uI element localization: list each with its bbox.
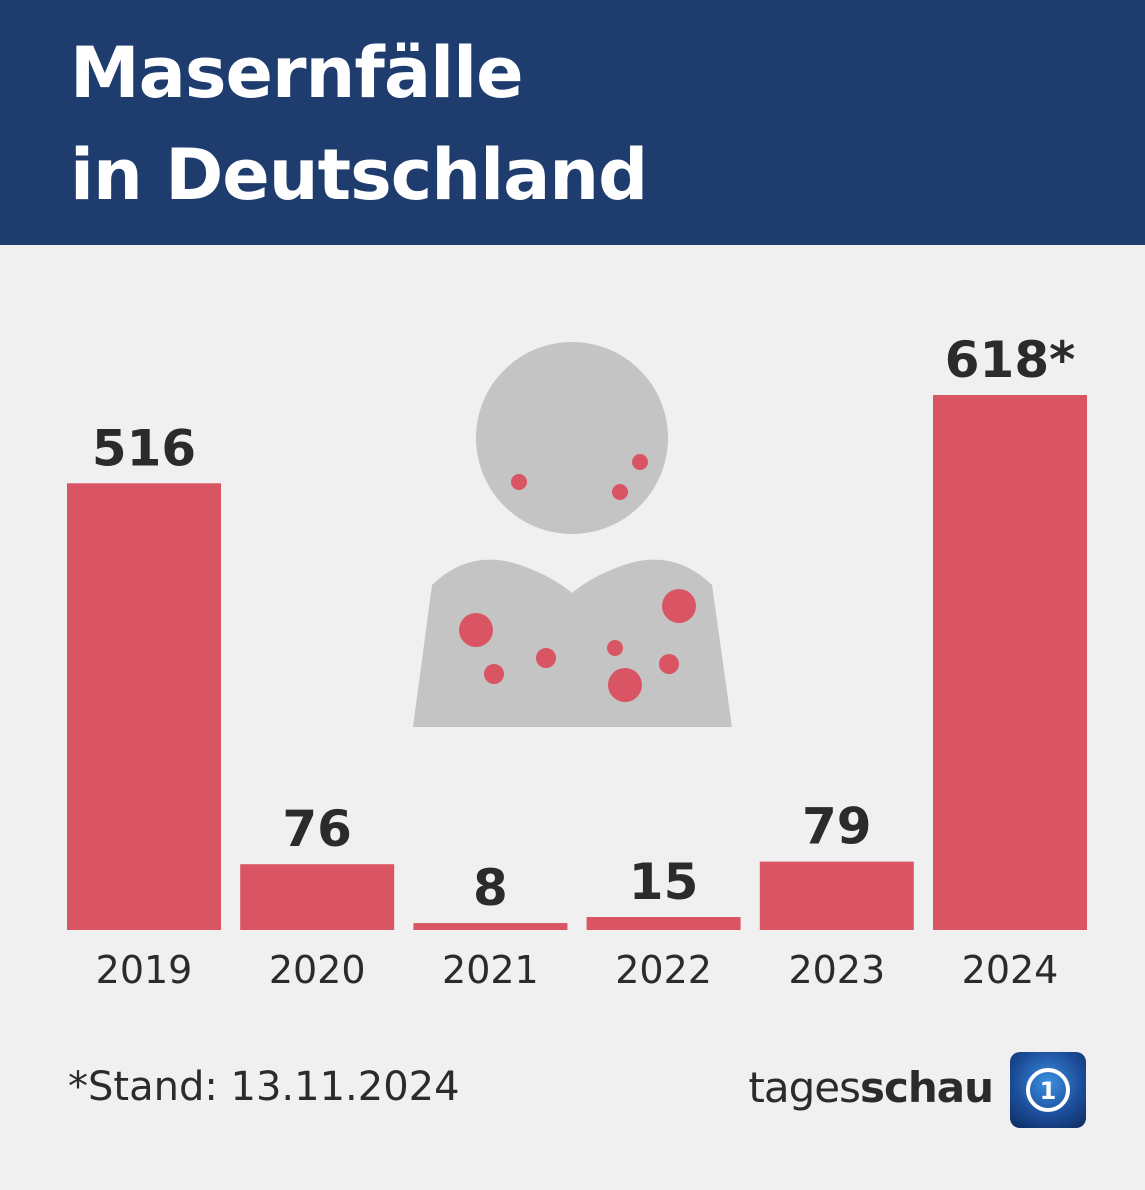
value-label-2022: 15 — [629, 853, 699, 911]
tick-label-2019: 2019 — [96, 948, 193, 992]
page-title-line-1: Masernfälle — [70, 32, 524, 114]
ard-logo-icon[interactable]: 1 — [1010, 1052, 1086, 1128]
tick-label-2020: 2020 — [269, 948, 366, 992]
footnote-date: *Stand: 13.11.2024 — [68, 1064, 460, 1110]
value-label-2024: 618* — [945, 331, 1076, 389]
ard-logo-glyph: 1 — [1026, 1068, 1070, 1112]
brand-wordmark[interactable]: tagesschau — [748, 1063, 994, 1112]
bar-2022 — [586, 917, 741, 930]
brand-bold: schau — [859, 1063, 994, 1112]
bar-2023 — [759, 861, 914, 930]
value-label-2020: 76 — [282, 800, 352, 858]
tick-label-2021: 2021 — [442, 948, 539, 992]
svg-text:1: 1 — [1040, 1077, 1057, 1105]
value-label-2023: 79 — [802, 798, 872, 856]
page-title-line-2: in Deutschland — [70, 134, 648, 216]
bar-2020 — [240, 864, 395, 930]
bar-2019 — [67, 483, 221, 930]
bar-2021 — [413, 923, 568, 930]
person-with-measles-rash-icon — [413, 342, 732, 727]
brand-light: tages — [748, 1063, 861, 1112]
value-label-2019: 516 — [92, 419, 196, 477]
tick-label-2022: 2022 — [615, 948, 712, 992]
bar-2024 — [933, 395, 1087, 930]
tick-label-2024: 2024 — [962, 948, 1059, 992]
header-banner: Masernfälle in Deutschland — [0, 0, 1145, 245]
value-label-2021: 8 — [473, 859, 508, 917]
tick-label-2023: 2023 — [788, 948, 885, 992]
